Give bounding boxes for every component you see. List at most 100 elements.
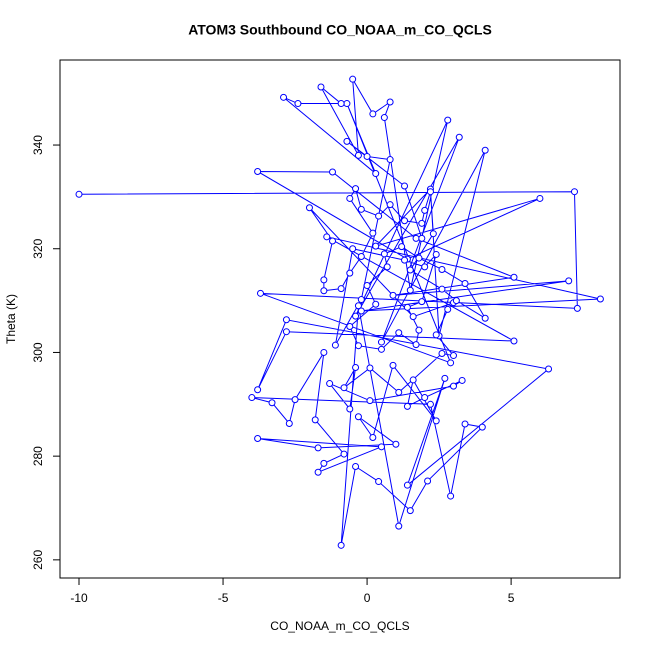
data-point [314,444,322,452]
data-point [380,250,388,258]
y-tick-label: 280 [31,446,45,466]
data-point [352,363,360,371]
data-point [337,285,345,293]
data-point [389,361,397,369]
data-point [406,266,414,274]
data-point [444,116,452,124]
data-point [372,300,380,308]
data-point [320,276,328,284]
data-point [282,316,290,324]
data-point [294,100,302,108]
data-point [349,245,357,253]
data-point [409,376,417,384]
data-point [406,286,414,294]
data-point [395,522,403,530]
data-point [354,151,362,159]
data-point [372,170,380,178]
plot-frame [59,59,621,579]
data-point [409,313,417,321]
data-line [79,78,601,546]
data-point [375,478,383,486]
y-tick-label: 340 [31,135,45,155]
data-point [412,341,420,349]
data-point [415,254,423,262]
x-tick-label: -5 [218,591,229,605]
y-tick-label: 320 [31,238,45,258]
data-point [337,541,345,549]
data-point [346,405,354,413]
data-point [282,328,290,336]
data-point [369,433,377,441]
data-point [346,269,354,277]
data-point [447,359,455,367]
data-point [291,396,299,404]
data-point [354,342,362,350]
data-point [461,420,469,428]
data-point [438,285,446,293]
data-point [375,212,383,220]
data-point [403,402,411,410]
data-point [326,380,334,388]
data-point [536,194,544,202]
data-point [343,137,351,145]
data-point [389,291,397,299]
data-point [386,156,394,164]
data-point [380,114,388,122]
data-point [418,234,426,242]
data-point [366,364,374,372]
data-point [377,338,385,346]
data-point [340,450,348,458]
data-point [346,194,354,202]
data-point [403,481,411,489]
data-point [343,100,351,108]
data-point [455,133,463,141]
data-point [545,365,553,373]
data-point [444,305,452,313]
data-point [329,168,337,176]
data-point [421,394,429,402]
y-tick-label: 300 [31,342,45,362]
data-point [386,98,394,106]
data-point [426,188,434,196]
data-point [311,416,319,424]
data-point [366,397,374,405]
data-point [352,463,360,471]
data-point [363,152,371,160]
data-point [268,399,276,407]
data-point [421,206,429,214]
data-point [510,273,518,281]
data-point [392,440,400,448]
data-point [254,386,262,394]
data-point [320,348,328,356]
data-point [449,382,457,390]
data-point [432,417,440,425]
data-point [565,277,573,285]
data-point [424,477,432,485]
data-point [320,459,328,467]
data-point [331,341,339,349]
data-point [401,182,409,190]
data-point [573,304,581,312]
data-point [305,204,313,212]
data-point [481,146,489,154]
data-point [372,242,380,250]
data-point [395,388,403,396]
data-point [383,263,391,271]
data-point [352,185,360,193]
data-point [285,419,293,427]
data-point [510,337,518,345]
data-point [418,298,426,306]
data-point [377,443,385,451]
data-point [349,75,357,83]
data-point [254,435,262,443]
data-point [352,312,360,320]
data-point [478,423,486,431]
data-point [248,394,256,402]
data-point [481,314,489,322]
data-point [354,413,362,421]
data-point [438,349,446,357]
data-point [426,400,434,408]
data-point [415,326,423,334]
data-point [377,345,385,353]
